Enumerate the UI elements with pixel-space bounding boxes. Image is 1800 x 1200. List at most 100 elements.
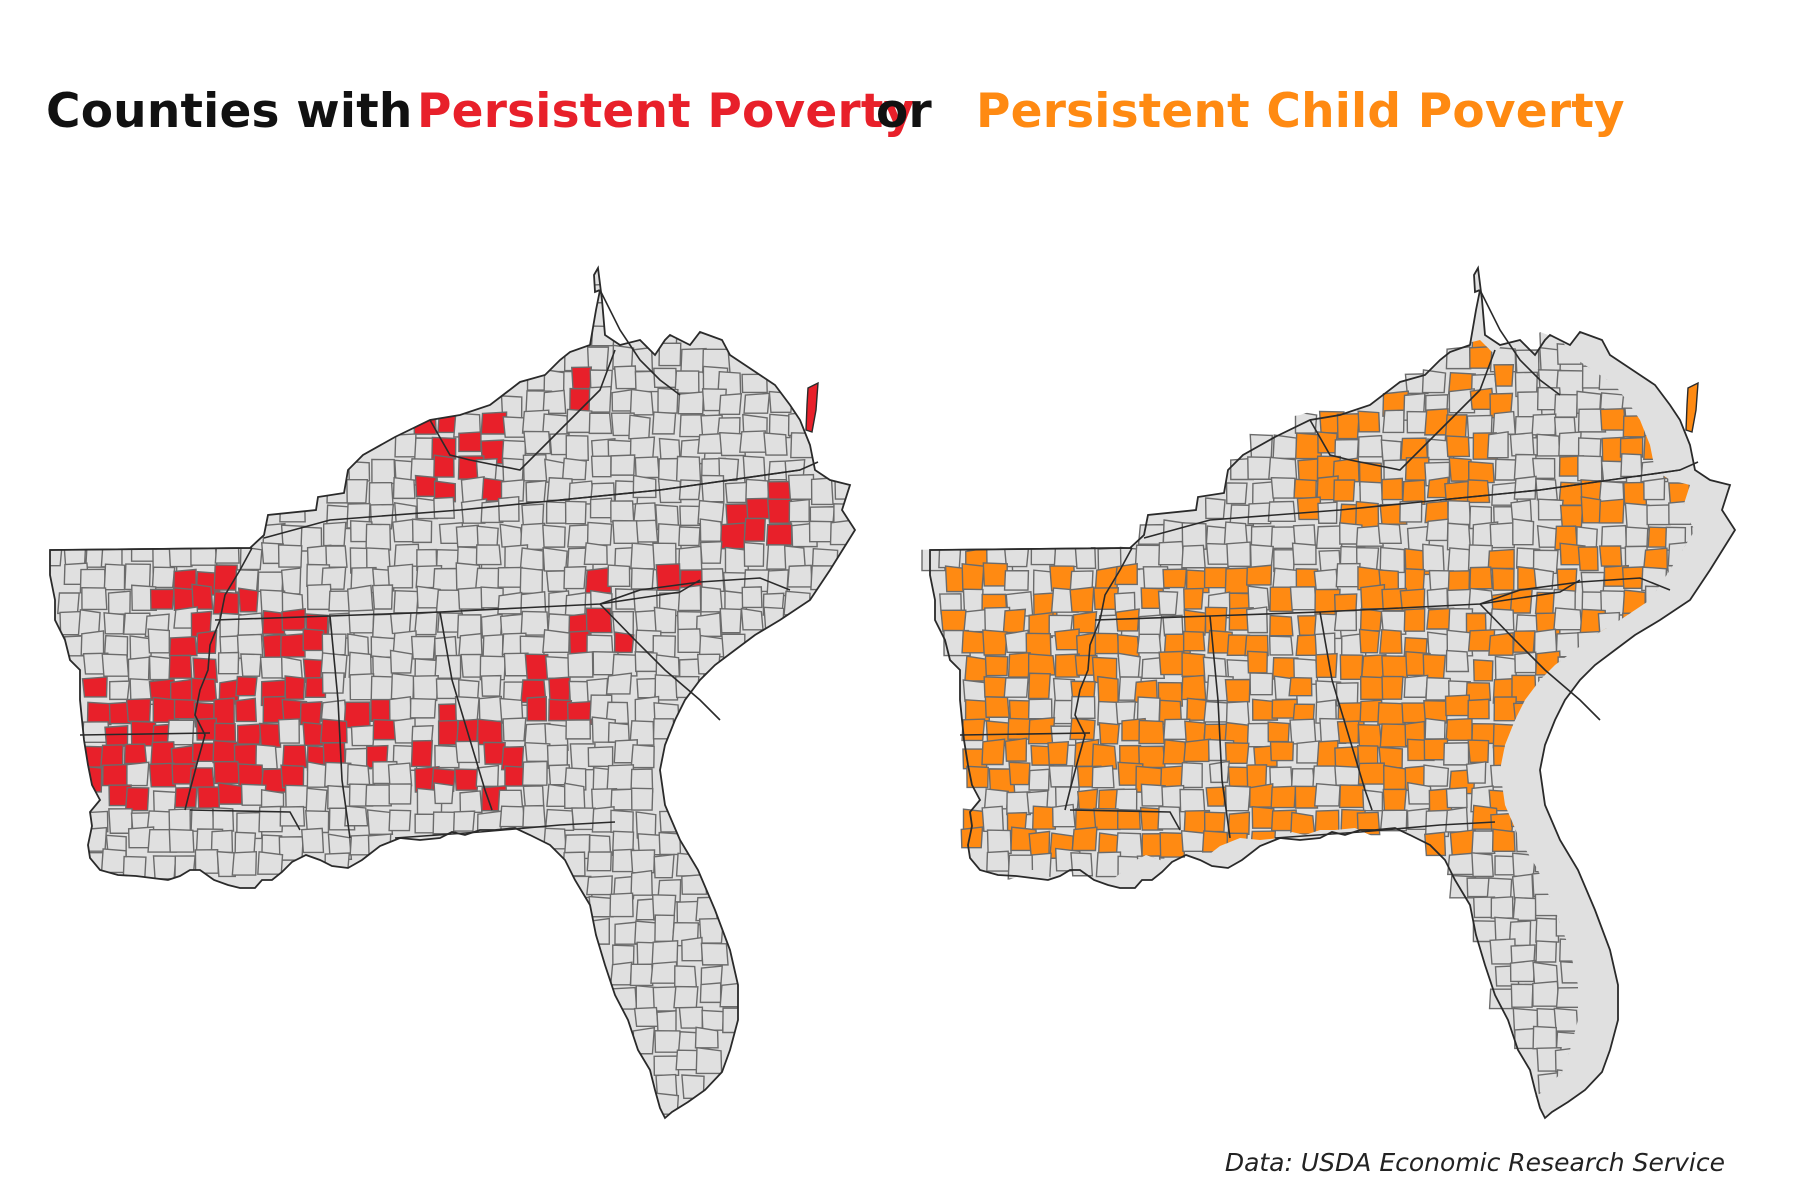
county	[435, 589, 463, 614]
county	[1422, 543, 1445, 572]
county	[1423, 764, 1450, 787]
coastline	[929, 265, 1737, 1120]
county	[319, 718, 348, 744]
county	[613, 631, 635, 654]
county	[1205, 542, 1230, 565]
county	[1577, 455, 1603, 482]
county	[497, 566, 523, 588]
county	[590, 325, 616, 347]
county	[322, 521, 347, 547]
county	[213, 760, 241, 785]
county	[101, 653, 130, 677]
county	[1509, 432, 1535, 457]
county	[1245, 606, 1269, 634]
county	[745, 478, 770, 501]
county	[100, 848, 127, 874]
county	[1624, 502, 1650, 530]
county	[938, 544, 962, 569]
county	[632, 1026, 656, 1055]
county	[240, 653, 262, 677]
state-border	[439, 611, 493, 811]
county	[589, 497, 613, 519]
county	[173, 698, 197, 720]
county	[1048, 765, 1074, 788]
county	[1532, 1025, 1558, 1050]
county	[1532, 457, 1556, 479]
county	[1445, 718, 1473, 742]
county	[654, 914, 676, 943]
county	[100, 744, 124, 768]
county	[585, 607, 613, 634]
county	[435, 678, 460, 700]
county	[190, 543, 218, 566]
county	[1117, 652, 1141, 678]
county	[1620, 453, 1643, 478]
county	[1401, 479, 1426, 505]
county	[635, 519, 659, 543]
county	[1180, 829, 1207, 853]
county	[653, 1055, 680, 1077]
county	[519, 547, 544, 571]
county	[214, 540, 240, 564]
county	[216, 850, 238, 878]
county	[347, 460, 371, 482]
county	[212, 806, 235, 832]
county	[1051, 803, 1076, 828]
county	[368, 481, 394, 507]
county	[1091, 764, 1115, 789]
county	[346, 584, 374, 613]
county	[497, 591, 524, 615]
county	[1491, 828, 1516, 853]
county	[306, 583, 333, 611]
county	[719, 431, 747, 457]
county	[741, 586, 763, 609]
county	[390, 672, 415, 700]
county	[261, 609, 286, 635]
county	[743, 541, 765, 567]
county	[280, 764, 305, 789]
county	[1466, 479, 1491, 504]
county	[1272, 434, 1298, 460]
county	[1559, 504, 1584, 528]
county	[1137, 523, 1165, 545]
state-border	[1439, 469, 1681, 501]
county	[700, 474, 725, 503]
county	[1403, 674, 1429, 698]
county	[1247, 585, 1270, 611]
county	[1293, 478, 1317, 499]
county	[475, 544, 502, 566]
delmarva-county	[805, 381, 819, 433]
county	[632, 588, 658, 613]
county	[1185, 569, 1210, 594]
county	[1272, 567, 1301, 590]
county	[695, 1046, 723, 1075]
county	[410, 458, 438, 481]
county	[1335, 562, 1361, 588]
state-border	[1309, 419, 1351, 461]
county	[561, 457, 587, 481]
county	[548, 676, 571, 702]
state-border	[79, 732, 211, 736]
county	[1157, 590, 1179, 616]
county	[1332, 457, 1360, 483]
county	[459, 790, 483, 813]
map-persistent-poverty	[49, 265, 857, 1120]
county	[787, 473, 815, 500]
county	[545, 655, 571, 679]
county	[279, 633, 306, 658]
county	[1512, 518, 1535, 546]
county	[1379, 628, 1403, 654]
county	[1245, 564, 1273, 586]
county	[148, 762, 177, 788]
county	[1383, 764, 1408, 791]
county	[675, 1049, 700, 1071]
county	[984, 655, 1009, 677]
county	[1249, 433, 1273, 459]
county	[1007, 651, 1031, 678]
county	[1204, 497, 1226, 520]
county	[1623, 481, 1648, 506]
county	[1407, 781, 1433, 805]
county	[103, 611, 125, 635]
county	[231, 850, 258, 876]
county	[56, 592, 80, 615]
